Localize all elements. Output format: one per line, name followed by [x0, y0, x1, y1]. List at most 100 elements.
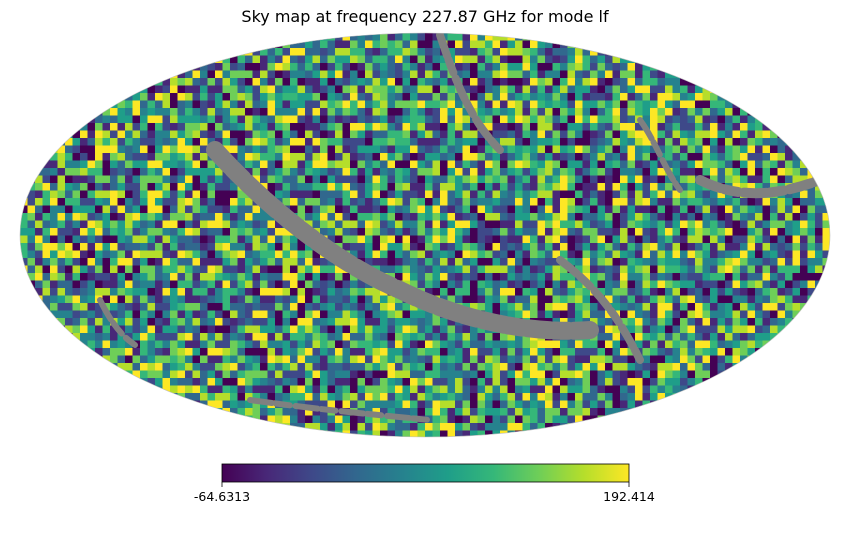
sky-map-pixel: [312, 280, 321, 289]
sky-map-pixel: [755, 310, 764, 319]
sky-map-pixel: [215, 220, 224, 229]
sky-map-pixel: [87, 183, 96, 192]
sky-map-pixel: [252, 303, 261, 312]
sky-map-pixel: [485, 100, 494, 109]
sky-map-pixel: [260, 273, 269, 282]
sky-map-pixel: [65, 220, 74, 229]
sky-map-pixel: [620, 213, 629, 222]
sky-map-pixel: [50, 295, 59, 304]
sky-map-pixel: [792, 153, 801, 162]
sky-map-pixel: [132, 85, 141, 94]
sky-map-pixel: [425, 325, 434, 334]
sky-map-pixel: [320, 85, 329, 94]
sky-map-pixel: [102, 205, 111, 214]
sky-map-pixel: [252, 168, 261, 177]
sky-map-pixel: [695, 228, 704, 237]
sky-map-pixel: [792, 295, 801, 304]
sky-map-pixel: [605, 400, 614, 409]
sky-map-pixel: [620, 228, 629, 237]
sky-map-pixel: [432, 48, 441, 57]
sky-map-pixel: [140, 363, 149, 372]
sky-map-pixel: [230, 130, 239, 139]
sky-map-pixel: [365, 145, 374, 154]
sky-map-pixel: [485, 265, 494, 274]
sky-map-pixel: [695, 258, 704, 267]
sky-map-pixel: [200, 138, 209, 147]
sky-map-pixel: [455, 198, 464, 207]
sky-map-pixel: [342, 393, 351, 402]
sky-map-pixel: [447, 415, 456, 424]
sky-map-pixel: [237, 138, 246, 147]
colorbar-max-label: 192.414: [603, 489, 655, 504]
sky-map-pixel: [642, 265, 651, 274]
sky-map-pixel: [342, 325, 351, 334]
sky-map-pixel: [695, 220, 704, 229]
sky-map-pixel: [567, 355, 576, 364]
sky-map-pixel: [380, 145, 389, 154]
sky-map-pixel: [147, 183, 156, 192]
sky-map-pixel: [455, 280, 464, 289]
sky-map-pixel: [372, 378, 381, 387]
sky-map-pixel: [65, 310, 74, 319]
sky-map-pixel: [200, 303, 209, 312]
sky-map-pixel: [477, 288, 486, 297]
sky-map-pixel: [170, 370, 179, 379]
sky-map-pixel: [717, 310, 726, 319]
sky-map-pixel: [350, 430, 359, 437]
sky-map-pixel: [387, 265, 396, 274]
sky-map-pixel: [140, 243, 149, 252]
sky-map-pixel: [387, 220, 396, 229]
sky-map-pixel: [162, 318, 171, 327]
sky-map-pixel: [582, 213, 591, 222]
sky-map-pixel: [282, 190, 291, 199]
sky-map-pixel: [305, 310, 314, 319]
sky-map-pixel: [237, 213, 246, 222]
sky-map-pixel: [350, 348, 359, 357]
sky-map-pixel: [65, 303, 74, 312]
sky-map-pixel: [650, 190, 659, 199]
sky-map-pixel: [440, 168, 449, 177]
sky-map-pixel: [462, 340, 471, 349]
sky-map-pixel: [260, 153, 269, 162]
sky-map-pixel: [582, 168, 591, 177]
sky-map-pixel: [192, 115, 201, 124]
sky-map-pixel: [485, 378, 494, 387]
sky-map-pixel: [792, 258, 801, 267]
sky-map-pixel: [440, 318, 449, 327]
sky-map-pixel: [710, 153, 719, 162]
sky-map-pixel: [432, 243, 441, 252]
sky-map-pixel: [267, 145, 276, 154]
sky-map-pixel: [102, 123, 111, 132]
sky-map-pixel: [575, 100, 584, 109]
sky-map-pixel: [95, 243, 104, 252]
sky-map-pixel: [702, 205, 711, 214]
sky-map-pixel: [230, 228, 239, 237]
sky-map-pixel: [365, 55, 374, 64]
sky-map-pixel: [725, 273, 734, 282]
sky-map-pixel: [447, 258, 456, 267]
sky-map-pixel: [380, 385, 389, 394]
sky-map-pixel: [462, 333, 471, 342]
sky-map-pixel: [290, 385, 299, 394]
sky-map-pixel: [147, 363, 156, 372]
sky-map-pixel: [237, 153, 246, 162]
sky-map-pixel: [140, 325, 149, 334]
sky-map-pixel: [560, 220, 569, 229]
sky-map-pixel: [822, 273, 830, 282]
sky-map-pixel: [20, 198, 29, 207]
sky-map-pixel: [95, 340, 104, 349]
sky-map-pixel: [320, 213, 329, 222]
sky-map-pixel: [582, 235, 591, 244]
sky-map-pixel: [710, 108, 719, 117]
sky-map-pixel: [545, 160, 554, 169]
sky-map-pixel: [282, 138, 291, 147]
sky-map-pixel: [402, 175, 411, 184]
sky-map-pixel: [177, 85, 186, 94]
sky-map-pixel: [575, 415, 584, 424]
sky-map-pixel: [620, 130, 629, 139]
sky-map-pixel: [177, 370, 186, 379]
sky-map-pixel: [185, 340, 194, 349]
sky-map-pixel: [560, 235, 569, 244]
sky-map-pixel: [665, 78, 674, 87]
sky-map-pixel: [447, 100, 456, 109]
